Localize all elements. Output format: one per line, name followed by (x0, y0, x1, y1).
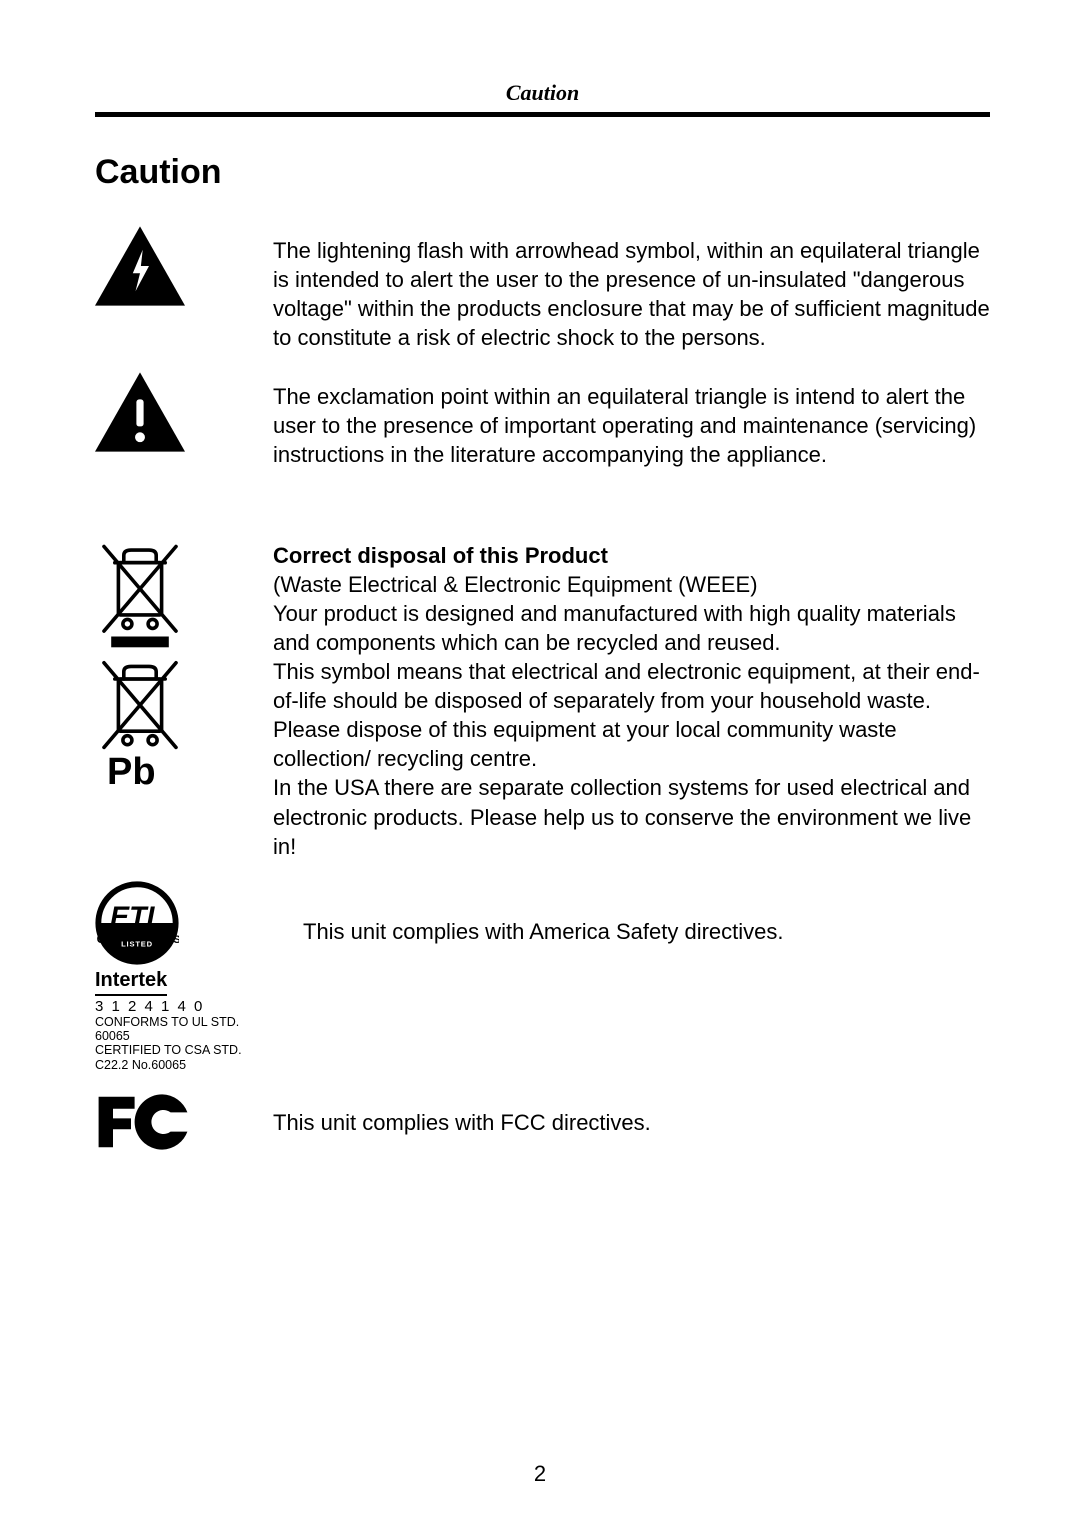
section-weee: Pb Correct disposal of this Product (Was… (95, 541, 990, 860)
etl-main-text: ETL (110, 901, 164, 933)
etl-c-text: C (97, 933, 106, 946)
weee-line3: This symbol means that electrical and el… (273, 659, 980, 713)
weee-line4: Please dispose of this equipment at your… (273, 717, 897, 771)
weee-text: Correct disposal of this Product (Waste … (273, 541, 990, 860)
intertek-certified: CERTIFIED TO CSA STD. C22.2 No.60065 (95, 1043, 275, 1072)
weee-line1: (Waste Electrical & Electronic Equipment… (273, 572, 758, 597)
page-number: 2 (0, 1461, 1080, 1487)
fcc-icon (95, 1092, 191, 1152)
etl-listed-text: LISTED (121, 939, 153, 948)
section-etl: ETL LISTED C US Intertek 3 1 2 4 1 4 0 C… (95, 881, 990, 1073)
etl-text: This unit complies with America Safety d… (303, 881, 990, 946)
lightning-triangle-icon (95, 226, 185, 306)
intertek-conforms: CONFORMS TO UL STD. 60065 (95, 1015, 275, 1044)
exclamation-triangle-icon (95, 372, 185, 452)
lightning-text: The lightening flash with arrowhead symb… (273, 226, 990, 352)
intertek-number: 3 1 2 4 1 4 0 (95, 998, 204, 1015)
running-head: Caution (95, 80, 990, 106)
fcc-text: This unit complies with FCC directives. (273, 1092, 990, 1137)
section-fcc: This unit complies with FCC directives. (95, 1092, 990, 1152)
weee-bin-pb-icon (95, 657, 185, 755)
pb-label: Pb (107, 751, 156, 794)
icon-col: ETL LISTED C US Intertek 3 1 2 4 1 4 0 C… (95, 881, 275, 1073)
weee-heading: Correct disposal of this Product (273, 543, 608, 568)
intertek-brand: Intertek (95, 969, 167, 996)
section-exclamation: The exclamation point within an equilate… (95, 372, 990, 469)
section-lightning: The lightening flash with arrowhead symb… (95, 226, 990, 352)
weee-bin-bar-icon (95, 541, 185, 651)
page-title: Caution (95, 153, 990, 192)
weee-line2: Your product is designed and manufacture… (273, 601, 956, 655)
icon-col (95, 372, 245, 452)
weee-line5: In the USA there are separate collection… (273, 775, 971, 858)
page: Caution Caution The lightening flash wit… (0, 0, 1080, 1527)
icon-col (95, 1092, 245, 1152)
etl-listed-icon: ETL LISTED C US (95, 881, 179, 965)
etl-us-text: US (166, 934, 179, 946)
icon-col (95, 226, 245, 306)
icon-col: Pb (95, 541, 245, 794)
head-rule (95, 112, 990, 117)
exclamation-text: The exclamation point within an equilate… (273, 372, 990, 469)
